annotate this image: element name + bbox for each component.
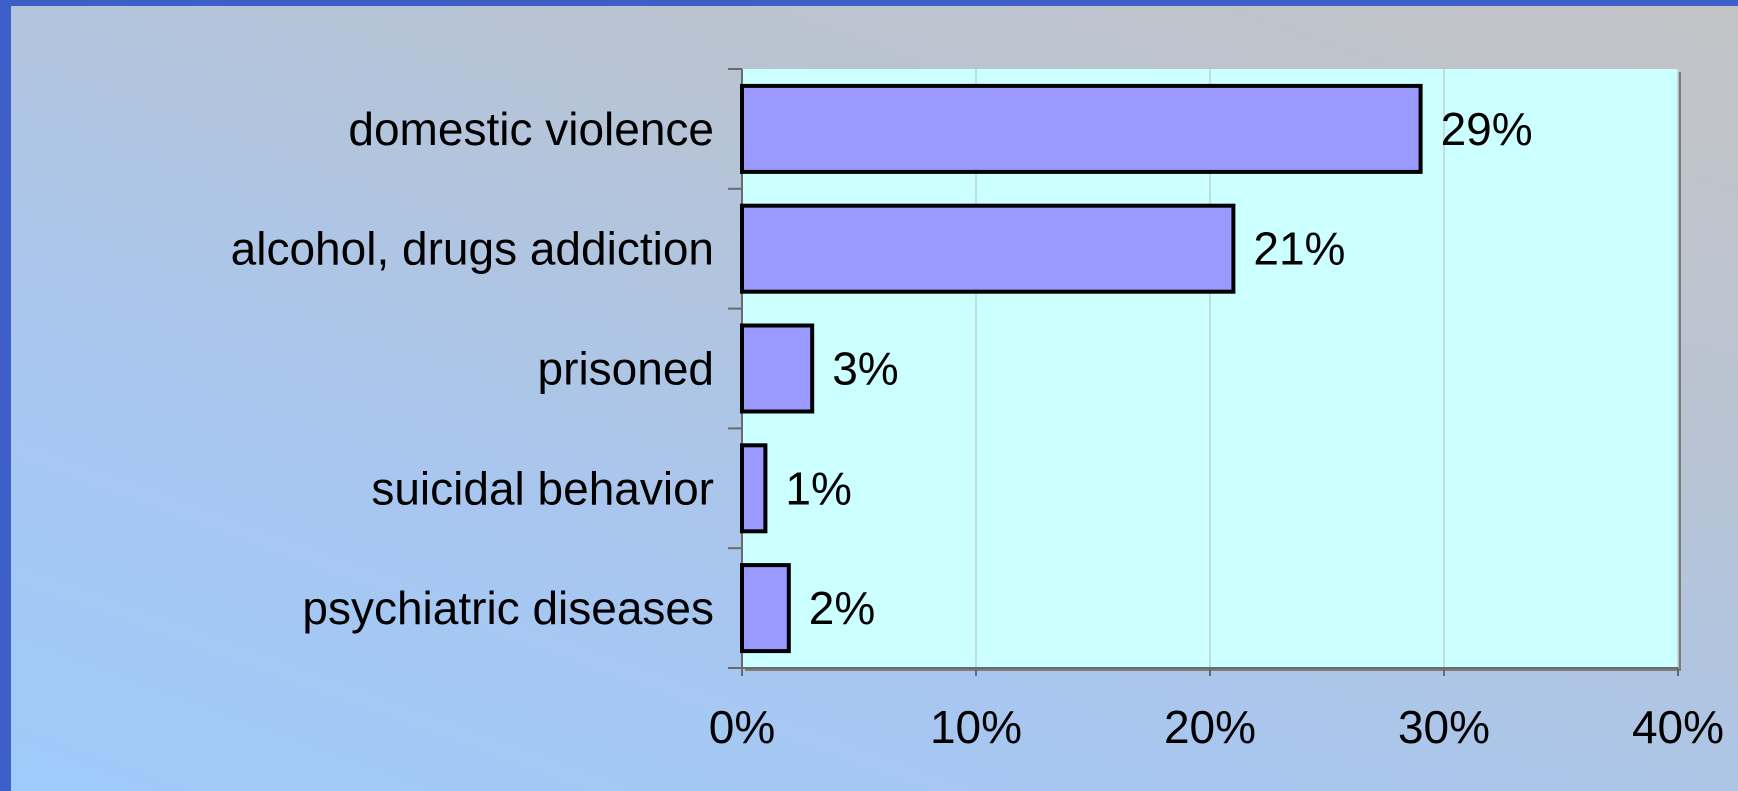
bar-chart: domestic violence alcohol, drugs addictio…: [231, 68, 1724, 753]
x-tick-label: 10%: [930, 701, 1022, 753]
bar-2: [740, 323, 815, 414]
bar-1: [740, 203, 1236, 294]
category-label: prisoned: [538, 343, 714, 395]
category-labels: domestic violence alcohol, drugs addictio…: [231, 103, 714, 634]
slide-background: domestic violence alcohol, drugs addictio…: [11, 6, 1738, 791]
bar-3: [740, 443, 768, 534]
x-tick-label: 30%: [1398, 701, 1490, 753]
x-tick-label: 0%: [709, 701, 775, 753]
bar-4: [740, 563, 791, 654]
bars: [740, 83, 1423, 654]
data-label: 2%: [809, 582, 875, 634]
bar-0: [740, 83, 1423, 174]
data-label: 1%: [785, 462, 851, 514]
data-label: 21%: [1253, 223, 1345, 275]
data-labels: 29% 21% 3% 1% 2%: [785, 103, 1532, 634]
data-label: 3%: [832, 343, 898, 395]
x-tick-label: 20%: [1164, 701, 1256, 753]
category-label: domestic violence: [348, 103, 714, 155]
x-tick-label: 40%: [1632, 701, 1724, 753]
x-tick-labels: 0% 10% 20% 30% 40%: [709, 701, 1724, 753]
data-label: 29%: [1441, 103, 1533, 155]
category-label: suicidal behavior: [371, 462, 714, 514]
category-label: alcohol, drugs addiction: [231, 223, 714, 275]
category-label: psychiatric diseases: [302, 582, 714, 634]
